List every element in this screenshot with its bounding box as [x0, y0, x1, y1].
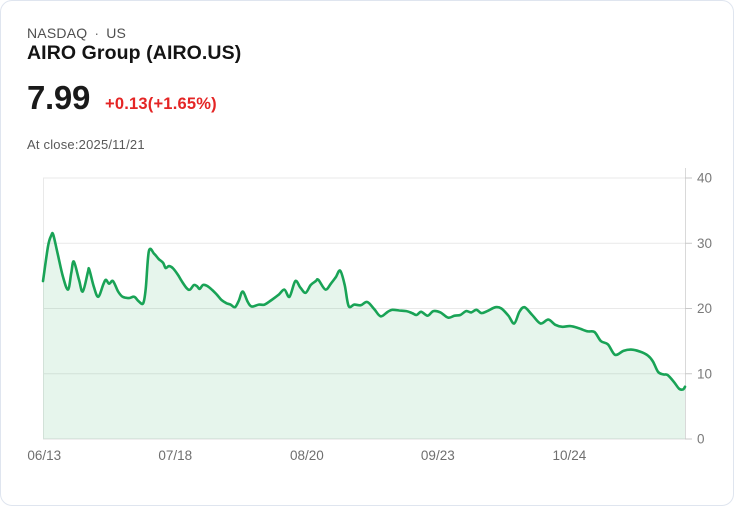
price-row: 7.99 +0.13(+1.65%) [27, 81, 217, 114]
price-area-fill [43, 233, 685, 439]
y-axis-label: 10 [697, 366, 712, 381]
x-axis-label: 09/23 [421, 448, 455, 463]
y-axis-label: 20 [697, 301, 712, 316]
region-label: US [106, 25, 127, 41]
price-change: +0.13(+1.65%) [105, 95, 217, 113]
y-axis-label: 40 [697, 171, 712, 186]
exchange-line: NASDAQ · US [27, 25, 126, 41]
separator-dot: · [94, 25, 100, 41]
y-axis-label: 30 [697, 236, 712, 251]
page-title: AIRO Group (AIRO.US) [27, 42, 242, 64]
last-price: 7.99 [27, 79, 91, 116]
x-axis-label: 08/20 [290, 448, 324, 463]
price-line-series [41, 231, 687, 391]
x-axis-label: 10/24 [553, 448, 587, 463]
x-axis-label: 06/13 [27, 448, 61, 463]
exchange-label: NASDAQ [27, 25, 88, 41]
y-axis-label: 0 [697, 432, 705, 447]
as-of-label: At close:2025/11/21 [27, 137, 145, 152]
x-axis-label: 07/18 [158, 448, 192, 463]
